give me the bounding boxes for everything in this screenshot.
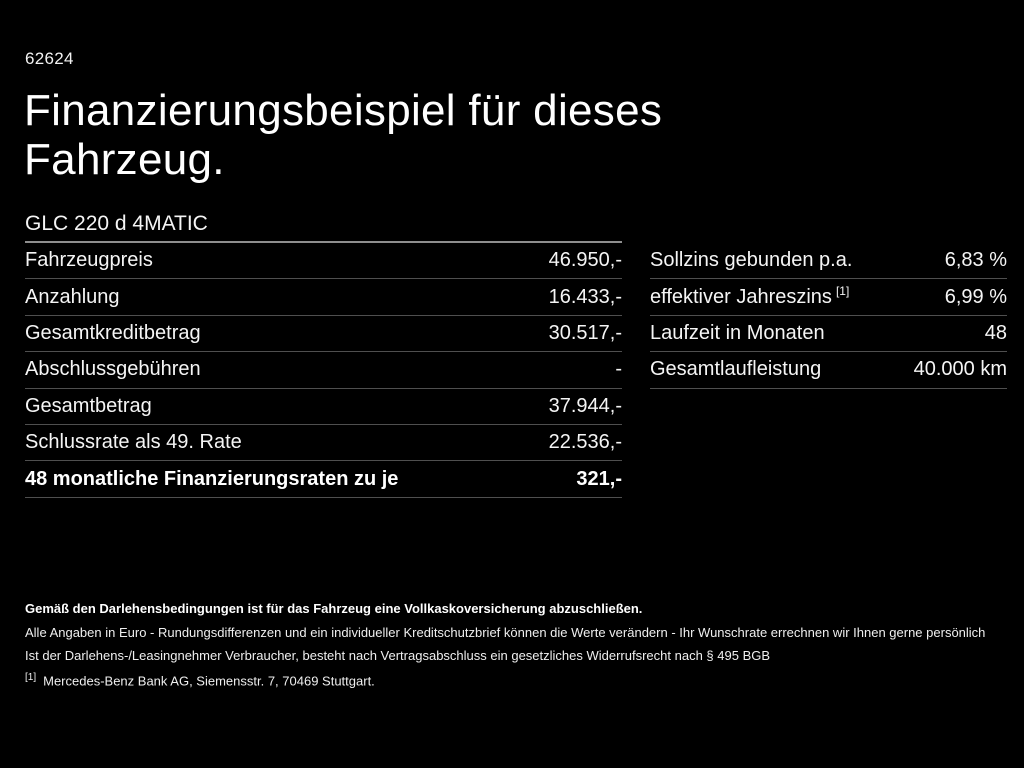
row-label: Gesamtkreditbetrag: [25, 321, 201, 344]
row-label: 48 monatliche Finanzierungsraten zu je: [25, 467, 399, 490]
page-title-line2: Fahrzeug.: [24, 135, 225, 184]
row-value: 321,-: [576, 467, 622, 490]
row-value: 48: [984, 321, 1007, 344]
legal-note-euro: Alle Angaben in Euro - Rundungsdifferenz…: [25, 625, 986, 640]
row-value: 22.536,-: [548, 431, 622, 454]
conditions-table: Sollzins gebunden p.a. 6,83 % effektiver…: [650, 243, 1007, 389]
row-value: 40.000 km: [913, 358, 1007, 381]
row-value: 16.433,-: [548, 285, 622, 308]
footnote-marker: [1]: [835, 283, 850, 298]
row-label: Gesamtlaufleistung: [650, 358, 822, 381]
legal-note-insurance: Gemäß den Darlehensbedingungen ist für d…: [25, 601, 643, 616]
row-value: 6,83 %: [944, 249, 1007, 272]
finance-table: Fahrzeugpreis 46.950,- Anzahlung 16.433,…: [25, 241, 622, 498]
vehicle-model: GLC 220 d 4MATIC: [25, 212, 208, 235]
table-row-gesamtlaufleistung: Gesamtlaufleistung 40.000 km: [650, 352, 1007, 389]
page-title: Finanzierungsbeispiel für dieses Fahrzeu…: [24, 86, 662, 184]
table-row-fahrzeugpreis: Fahrzeugpreis 46.950,-: [25, 243, 622, 280]
row-value: 6,99 %: [944, 285, 1007, 308]
row-label: Sollzins gebunden p.a.: [650, 249, 853, 272]
row-label: Laufzeit in Monaten: [650, 321, 825, 344]
table-row-schlussrate: Schlussrate als 49. Rate 22.536,-: [25, 425, 622, 462]
table-row-effektiver-jahreszins: effektiver Jahreszins [1] 6,99 %: [650, 279, 1007, 316]
table-row-gesamtkreditbetrag: Gesamtkreditbetrag 30.517,-: [25, 316, 622, 353]
legal-note-widerruf: Ist der Darlehens-/Leasingnehmer Verbrau…: [25, 648, 771, 663]
page-title-line1: Finanzierungsbeispiel für dieses: [24, 86, 663, 135]
table-row-sollzins: Sollzins gebunden p.a. 6,83 %: [650, 243, 1007, 280]
row-value: 37.944,-: [548, 394, 622, 417]
row-label-text: effektiver Jahreszins: [650, 285, 832, 308]
offer-number: 62624: [25, 49, 74, 68]
row-label: Abschlussgebühren: [25, 358, 201, 381]
row-label: Gesamtbetrag: [25, 394, 152, 417]
row-value: 46.950,-: [548, 249, 622, 272]
table-row-monatsrate: 48 monatliche Finanzierungsraten zu je 3…: [25, 461, 622, 498]
legal-footnote-bank: [1] Mercedes-Benz Bank AG, Siemensstr. 7,…: [25, 670, 375, 689]
table-row-abschlussgebuehren: Abschlussgebühren -: [25, 352, 622, 389]
footnote-ref-marker: [1]: [25, 672, 37, 683]
row-label: Schlussrate als 49. Rate: [25, 431, 242, 454]
row-value: -: [615, 358, 622, 381]
table-row-laufzeit: Laufzeit in Monaten 48: [650, 316, 1007, 353]
row-value: 30.517,-: [548, 321, 622, 344]
row-label: Anzahlung: [25, 285, 120, 308]
table-row-anzahlung: Anzahlung 16.433,-: [25, 279, 622, 316]
table-row-gesamtbetrag: Gesamtbetrag 37.944,-: [25, 389, 622, 425]
footnote-text: Mercedes-Benz Bank AG, Siemensstr. 7, 70…: [43, 673, 375, 689]
row-label: Fahrzeugpreis: [25, 249, 153, 272]
row-label: effektiver Jahreszins [1]: [650, 283, 850, 309]
